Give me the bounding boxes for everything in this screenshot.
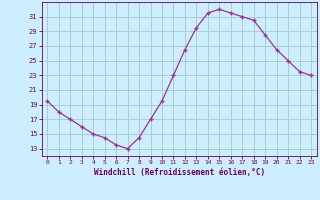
X-axis label: Windchill (Refroidissement éolien,°C): Windchill (Refroidissement éolien,°C) — [94, 168, 265, 177]
